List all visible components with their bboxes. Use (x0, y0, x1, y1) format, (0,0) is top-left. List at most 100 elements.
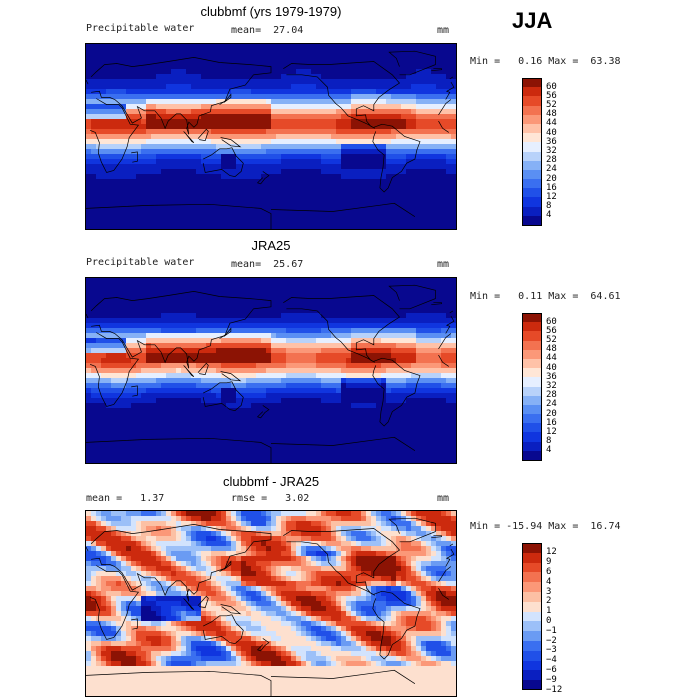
colorbar-segment (522, 414, 542, 424)
coastline (90, 524, 272, 602)
coastline (438, 120, 449, 133)
coastline (256, 638, 270, 652)
colorbar-segment (522, 123, 542, 134)
coastline (86, 546, 89, 552)
coastline (372, 357, 421, 427)
coastline (86, 670, 272, 696)
colorbar-segment (522, 601, 542, 613)
colorbar-segment (522, 441, 542, 452)
colorbar-segment (522, 331, 542, 342)
coastline (86, 437, 272, 463)
colorbar-segment (522, 169, 542, 180)
colorbar-segment (522, 133, 542, 143)
colorbar-tick-label: −4 (546, 655, 557, 666)
colorbar-tick-label: 12 (546, 191, 557, 202)
panel-2-unit-label: mm (437, 259, 450, 270)
colorbar-segment (522, 450, 542, 461)
coastline (388, 50, 436, 76)
coastline (438, 354, 449, 367)
coastline (438, 333, 452, 350)
colorbar-tick-label: 20 (546, 408, 557, 419)
coastline (197, 595, 209, 608)
colorbar-tick-label: 32 (546, 146, 557, 156)
colorbar-segment (522, 641, 542, 652)
coastline (270, 669, 416, 684)
colorbar-segment (522, 322, 542, 332)
coastline (256, 405, 270, 419)
coastline (270, 202, 416, 217)
panel-3-title: clubbmf - JRA25 (222, 474, 320, 489)
coastline (183, 365, 195, 378)
coastline (202, 381, 244, 411)
colorbar-segment (522, 368, 542, 378)
coastline (445, 548, 455, 567)
colorbar-tick-label: 60 (546, 316, 557, 327)
colorbar-segment (522, 313, 542, 323)
colorbar-segment (522, 340, 542, 351)
colorbar-segment (522, 179, 542, 189)
panel-1-unit-label: mm (437, 25, 450, 36)
colorbar-segment (522, 358, 542, 369)
coastline (89, 332, 140, 407)
coastline (131, 151, 138, 163)
coastline (86, 203, 272, 229)
panel-1-mean-label: mean= 27.04 (231, 25, 304, 36)
colorbar-segment (522, 395, 542, 406)
coastline (219, 560, 232, 572)
colorbar-segment (522, 96, 542, 107)
coastline (388, 517, 436, 543)
colorbar-segment (522, 572, 542, 583)
coastline (438, 587, 449, 600)
colorbar-tick-label: −3 (546, 645, 557, 656)
colorbar-tick-label: 48 (546, 344, 557, 355)
colorbar-tick-label: 56 (546, 90, 557, 101)
colorbar-tick-label: 2 (546, 596, 552, 607)
coastline (89, 565, 140, 640)
colorbar-segment (522, 78, 542, 88)
colorbar-segment (522, 188, 542, 198)
colorbar-tick-label: 28 (546, 155, 557, 166)
coastline (202, 614, 244, 644)
colorbar-tick-label: 28 (546, 390, 557, 401)
coastline (131, 618, 138, 630)
panel-1-map (85, 43, 457, 230)
coastline (219, 93, 232, 105)
panel-2-title: JRA25 (251, 238, 291, 253)
coastline (270, 436, 416, 451)
colorbar-segment (522, 543, 542, 554)
colorbar-segment (522, 206, 542, 217)
coastline (86, 79, 89, 85)
coastline (90, 291, 272, 369)
coastline (438, 99, 452, 116)
colorbar-segment (522, 197, 542, 208)
colorbar-segment (522, 680, 542, 691)
panel-2-left-label: Precipitable water (86, 257, 195, 268)
coastline (219, 327, 232, 339)
coastline (220, 604, 242, 615)
coastline (220, 137, 242, 148)
colorbar-tick-label: 36 (546, 371, 557, 382)
panel-3-mean-label: mean = 1.37 (86, 493, 165, 504)
coastline (388, 284, 436, 310)
panel-1-colorbar: 60 56 52 48 44 40 36 32 28 24 20 16 12 8 4 (522, 78, 582, 226)
colorbar-tick-label: −1 (546, 625, 557, 636)
coastline (202, 147, 244, 177)
coastline (283, 295, 401, 363)
colorbar-segment (522, 432, 542, 443)
colorbar-tick-label: 1 (546, 606, 552, 617)
colorbar-tick-label: 6 (546, 566, 552, 577)
coastline (89, 98, 140, 173)
panel-3-map (85, 510, 457, 697)
panel-1-title: clubbmf (yrs 1979-1979) (200, 4, 342, 19)
colorbar-segment (522, 552, 542, 564)
coastline (449, 76, 454, 80)
colorbar-tick-label: 44 (546, 353, 557, 364)
colorbar-tick-label: 12 (546, 426, 557, 437)
colorbar-segment (522, 87, 542, 97)
colorbar-tick-label: 32 (546, 381, 557, 391)
coastline (283, 528, 401, 596)
colorbar-tick-label: 60 (546, 81, 557, 92)
coastline (372, 590, 421, 660)
coastline (445, 315, 455, 334)
colorbar-tick-label: 12 (546, 547, 557, 558)
